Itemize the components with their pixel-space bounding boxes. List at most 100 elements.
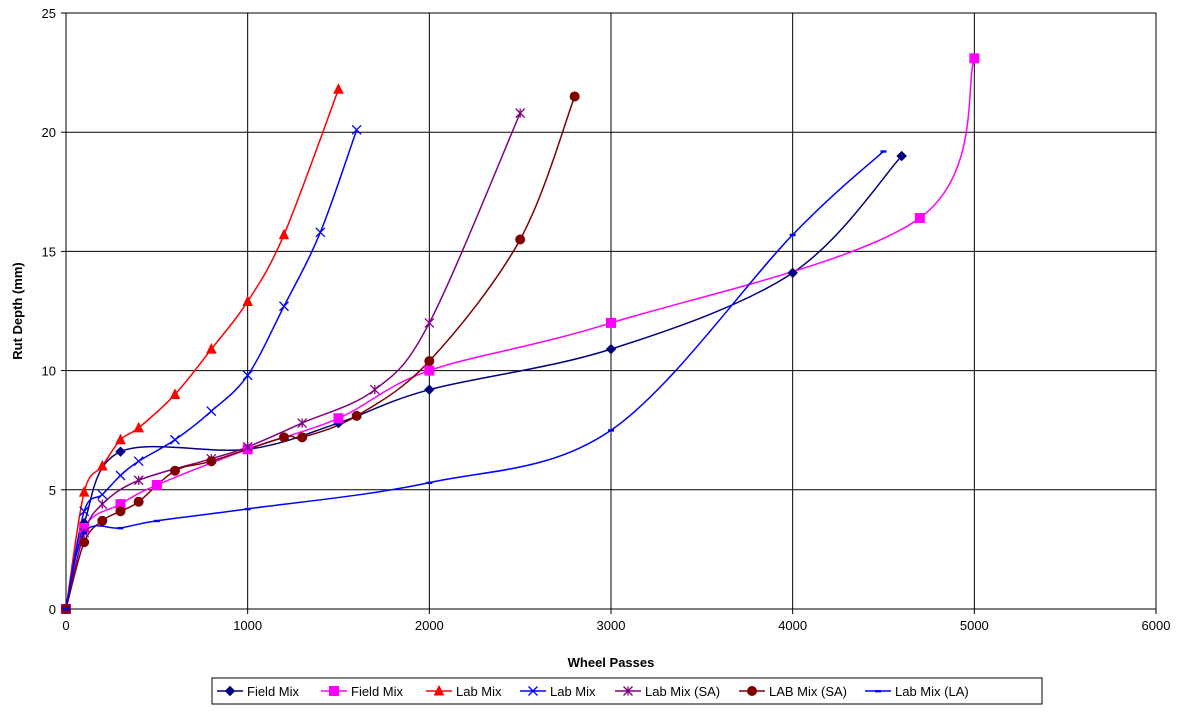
y-tick-label: 20 [42, 125, 56, 140]
data-point-series-2 [151, 480, 162, 491]
x-tick-label: 6000 [1142, 618, 1171, 633]
y-axis-title: Rut Depth (mm) [10, 262, 25, 360]
legend-entry-3: Lab Mix [426, 684, 502, 699]
series-line-3 [65, 89, 340, 610]
marker-stroke [206, 406, 217, 417]
legend-marker [528, 686, 538, 696]
data-point-series-4 [97, 489, 108, 500]
data-point-series-4 [351, 124, 362, 135]
data-point-series-6 [279, 432, 289, 443]
data-point-series-3 [115, 433, 126, 445]
data-point-series-7 [117, 526, 124, 530]
data-point-series-6 [170, 465, 180, 476]
data-point-series-6 [97, 515, 108, 526]
marker-stroke [133, 456, 144, 467]
legend-label: Field Mix [351, 684, 404, 699]
data-point-series-1 [896, 150, 907, 162]
data-point-series-4 [206, 406, 217, 417]
legend-marker [433, 684, 445, 696]
data-point-series-5 [133, 475, 144, 486]
legend-entry-2: Field Mix [321, 684, 404, 699]
data-point-series-7 [81, 531, 88, 535]
marker-stroke [97, 489, 108, 500]
legend-marker [623, 686, 633, 696]
data-point-series-7 [426, 481, 433, 485]
marker-stroke [79, 506, 90, 517]
legend-marker [224, 685, 236, 697]
data-point-series-5 [515, 108, 526, 119]
x-tick-label: 0 [62, 618, 69, 633]
legend-entry-4: Lab Mix [520, 684, 596, 699]
data-point-series-6 [115, 506, 126, 517]
grid [65, 12, 1157, 610]
data-point-series-3 [242, 295, 253, 306]
data-point-series-3 [78, 486, 90, 497]
series-markers [60, 53, 980, 615]
x-tick-label: 5000 [960, 618, 989, 633]
data-point-series-3 [278, 228, 290, 240]
series-line-1 [65, 155, 903, 610]
legend-marker [329, 686, 339, 696]
marker-stroke [528, 686, 538, 696]
data-point-series-5 [297, 418, 308, 429]
data-point-series-6 [351, 410, 362, 421]
data-point-series-3 [133, 421, 144, 433]
legend-label: Lab Mix [456, 684, 502, 699]
data-point-series-6 [206, 456, 217, 467]
data-point-series-7 [63, 608, 69, 611]
data-point-series-2 [333, 413, 344, 424]
legend-entry-6: LAB Mix (SA) [739, 684, 847, 699]
data-point-series-2 [969, 53, 980, 64]
legend-label: Field Mix [247, 684, 300, 699]
data-point-series-6 [297, 432, 308, 443]
x-tick-label: 1000 [233, 618, 262, 633]
y-tick-label: 10 [42, 364, 56, 379]
legend-label: LAB Mix (SA) [769, 684, 847, 699]
legend: Field Mix Field Mix Lab Mix Lab Mix Lab Mix … [211, 677, 1043, 705]
data-point-series-4 [279, 301, 289, 312]
series-line-7 [65, 150, 885, 610]
data-point-series-3 [333, 83, 344, 94]
data-point-series-5 [369, 384, 380, 395]
data-point-series-5 [424, 317, 435, 328]
data-point-series-6 [79, 537, 90, 548]
data-point-series-4 [315, 227, 326, 238]
legend-entry-5: Lab Mix (SA) [615, 684, 720, 699]
data-point-series-4 [115, 470, 126, 481]
data-point-series-4 [242, 370, 253, 381]
legend-label: Lab Mix (SA) [645, 684, 720, 699]
data-point-series-4 [133, 456, 144, 467]
x-tick-label: 4000 [778, 618, 807, 633]
data-point-series-4 [170, 434, 180, 445]
data-point-series-7 [244, 507, 251, 511]
x-tick-label: 3000 [597, 618, 626, 633]
data-point-series-6 [569, 91, 580, 102]
data-point-series-3 [169, 388, 181, 399]
x-axis-title: Wheel Passes [568, 655, 655, 670]
legend-entry-1: Field Mix [217, 684, 300, 699]
data-point-series-2 [424, 365, 435, 376]
marker-stroke [170, 434, 180, 445]
data-point-series-6 [424, 356, 435, 367]
data-point-series-1 [424, 384, 435, 395]
data-point-series-7 [789, 233, 796, 237]
legend-marker [875, 690, 881, 693]
data-point-series-4 [79, 506, 90, 517]
data-point-series-5 [97, 499, 108, 510]
data-point-series-7 [880, 150, 887, 153]
legend-marker [747, 686, 757, 696]
y-tick-label: 5 [49, 483, 56, 498]
legend-entry-7: Lab Mix (LA) [865, 684, 969, 699]
marker-stroke [351, 124, 362, 135]
data-point-series-1 [115, 446, 126, 457]
data-point-series-3 [206, 343, 217, 354]
data-point-series-3 [97, 459, 108, 471]
axes: 0 1000 2000 3000 4000 5000 6000 0 5 10 15 20 25 [42, 6, 1171, 633]
data-point-series-7 [153, 519, 160, 523]
marker-stroke [315, 227, 326, 238]
marker-stroke [279, 301, 289, 312]
x-tick-label: 2000 [415, 618, 444, 633]
legend-label: Lab Mix [550, 684, 596, 699]
marker-stroke [115, 470, 126, 481]
